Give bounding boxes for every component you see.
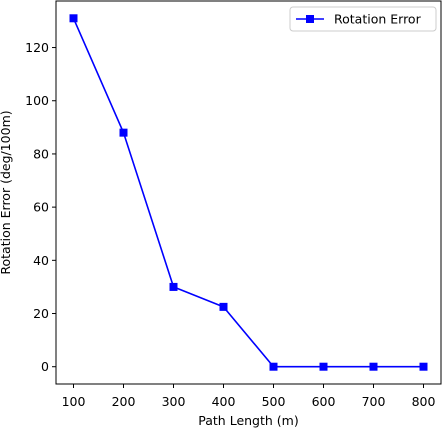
y-tick-label-100: 100	[25, 93, 49, 108]
legend-entry-rotation-error: Rotation Error	[334, 12, 422, 27]
x-tick-label-300: 300	[162, 394, 186, 409]
legend-marker-swatch	[306, 15, 314, 23]
x-axis-label: Path Length (m)	[198, 413, 298, 428]
y-axis-label: Rotation Error (deg/100m)	[0, 110, 13, 274]
y-axis: 0 20 40 60 80 100 120	[25, 40, 56, 374]
x-tick-label-700: 700	[362, 394, 386, 409]
data-point-800	[419, 362, 428, 371]
data-point-700	[369, 362, 378, 371]
y-tick-label-120: 120	[25, 40, 49, 55]
y-tick-label-0: 0	[41, 359, 49, 374]
series-line-rotation-error	[72, 17, 424, 368]
data-point-400	[219, 302, 228, 311]
y-tick-label-40: 40	[33, 253, 49, 268]
x-tick-label-100: 100	[62, 394, 86, 409]
data-point-300	[169, 282, 178, 291]
data-point-600	[319, 362, 328, 371]
y-tick-label-80: 80	[33, 146, 49, 161]
x-tick-label-800: 800	[412, 394, 436, 409]
x-tick-label-400: 400	[212, 394, 236, 409]
x-tick-label-600: 600	[312, 394, 336, 409]
data-point-100	[69, 14, 78, 23]
legend-box	[289, 6, 437, 32]
data-point-200	[119, 128, 128, 137]
y-tick-label-20: 20	[33, 306, 49, 321]
x-axis: 100 200 300 400 500 600 700 800	[62, 384, 436, 409]
x-tick-label-200: 200	[112, 394, 136, 409]
data-point-500	[269, 362, 278, 371]
y-tick-label-60: 60	[33, 200, 49, 215]
plot-area	[69, 14, 428, 371]
x-tick-label-500: 500	[262, 394, 286, 409]
legend: Rotation Error	[289, 6, 437, 32]
axes-frame	[55, 0, 442, 385]
